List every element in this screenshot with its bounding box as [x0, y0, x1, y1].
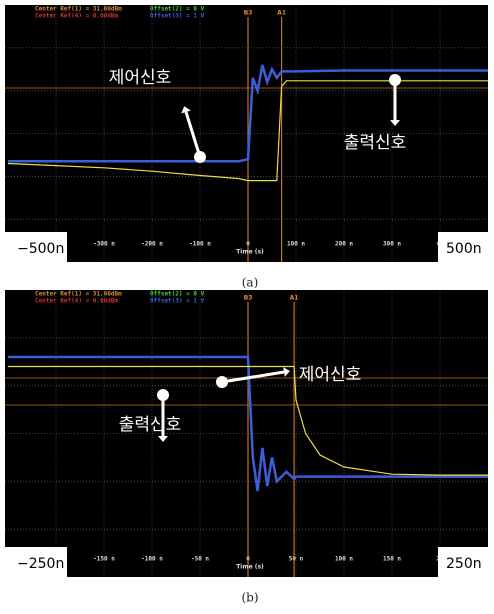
- channel-label: Offset(2) = 0 V: [150, 6, 205, 13]
- x-tick-label: 200 n: [335, 241, 353, 248]
- x-tick-label: 50 n: [289, 556, 304, 563]
- channel-label: Center Ref(1) = 31.00dBm: [35, 6, 122, 13]
- x-axis-label: Time (s): [236, 249, 264, 256]
- x-axis-label: Time (s): [236, 564, 264, 571]
- annotation-dot: [389, 74, 401, 86]
- x-tick-label: -150 n: [93, 556, 115, 563]
- x-tick-label: -100 n: [141, 556, 163, 563]
- x-tick-label: -50 n: [191, 556, 209, 563]
- cursor-label: A1: [290, 295, 299, 302]
- x-tick-label: 300 n: [383, 241, 401, 248]
- cursor-label: B3: [244, 295, 253, 302]
- x-tick-label: 100 n: [287, 241, 305, 248]
- annotation: 출력신호: [119, 415, 182, 435]
- channel-label: Center Ref(4) = 0.00dBm: [35, 13, 118, 20]
- cursor-label: B3: [244, 10, 253, 17]
- annotation: 출력신호: [344, 133, 407, 153]
- annotation: 제어신호: [109, 68, 172, 88]
- figure: n-300 n-200 n-100 n0100 n200 n300 n40B3A…: [0, 0, 494, 610]
- x-tick-label: 150 n: [383, 556, 401, 563]
- range-label: −250n: [17, 556, 64, 572]
- annotation-dot: [194, 151, 206, 163]
- channel-label: Center Ref(1) = 31.00dBm: [35, 291, 122, 298]
- x-tick-label: -300 n: [93, 241, 115, 248]
- range-label: 500n: [446, 241, 482, 257]
- x-tick-label: -100 n: [189, 241, 211, 248]
- channel-label: Offset(3) = 1 V: [150, 298, 205, 305]
- channel-label: Center Ref(4) = 0.00dBm: [35, 298, 118, 305]
- annotation-dot: [157, 389, 169, 401]
- range-label: 250n: [446, 556, 482, 572]
- annotation: 제어신호: [299, 365, 362, 385]
- x-tick-label: 100 n: [335, 556, 353, 563]
- channel-label: Offset(3) = 1 V: [150, 13, 205, 20]
- x-tick-label: -200 n: [141, 241, 163, 248]
- annotation-dot: [216, 376, 228, 388]
- cursor-label: A1: [277, 10, 286, 17]
- range-label: −500n: [17, 241, 64, 257]
- channel-label: Offset(2) = 0 V: [150, 291, 205, 298]
- caption: (b): [241, 591, 258, 605]
- caption: (a): [242, 276, 259, 290]
